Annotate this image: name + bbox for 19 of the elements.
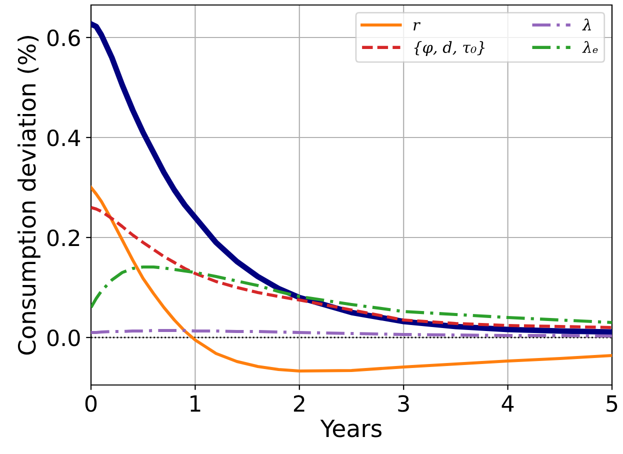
line-series xyxy=(91,265,612,324)
x-tick-label: 0 xyxy=(85,395,97,412)
x-tick-label: 1 xyxy=(190,395,200,412)
y-tick-label: 0.6 xyxy=(47,29,80,46)
x-axis-title: Years xyxy=(320,420,382,438)
legend-label: λ xyxy=(582,18,591,30)
x-tick-label: 3 xyxy=(398,395,409,412)
legend-label: r xyxy=(414,22,421,30)
legend-label: {φ, d, τ₀} xyxy=(414,41,485,56)
x-tick-label: 2 xyxy=(294,395,304,412)
y-tick-label: 0.4 xyxy=(47,129,80,146)
legend-label: λₑ xyxy=(582,41,598,53)
line-series xyxy=(91,186,612,373)
y-tick-label: 0.0 xyxy=(47,329,80,346)
y-axis-title: Consumption deviation (%) xyxy=(18,36,40,355)
y-tick-label: 0.2 xyxy=(47,229,80,246)
x-tick-label: 5 xyxy=(606,395,618,412)
x-tick-label: 4 xyxy=(502,395,514,412)
line-series xyxy=(91,206,612,330)
